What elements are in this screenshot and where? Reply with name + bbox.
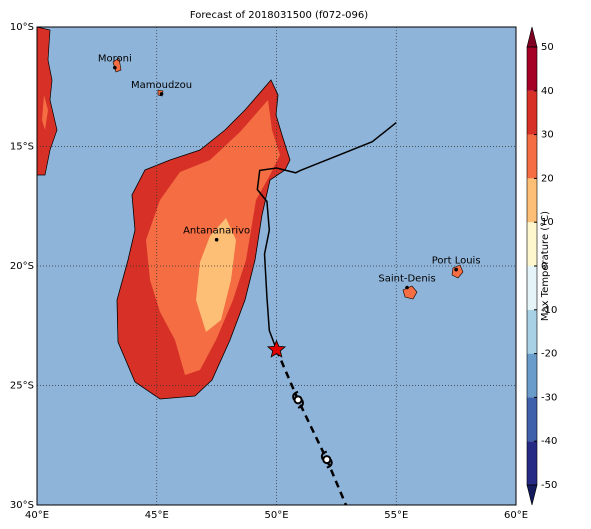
y-tick-label: 15°S xyxy=(10,142,34,153)
current-position xyxy=(266,339,287,358)
colorbar-band xyxy=(527,397,537,442)
colorbar-tick-label: -40 xyxy=(541,436,557,447)
city-marker xyxy=(214,237,219,242)
city-marker xyxy=(405,285,409,290)
storm-symbol xyxy=(320,450,333,469)
africa-coast xyxy=(36,26,58,176)
colorbar-band xyxy=(527,441,537,485)
island xyxy=(402,285,418,300)
colorbar-tick-label: 0 xyxy=(541,261,547,272)
storm-arm xyxy=(320,450,333,469)
colorbar-tick-label: -30 xyxy=(541,392,557,403)
colorbar-tick-label: 40 xyxy=(541,86,554,97)
city-marker xyxy=(159,92,164,96)
y-tick-label: 25°S xyxy=(10,381,34,392)
colorbar-tick-label: 50 xyxy=(541,42,554,53)
colorbar-band xyxy=(527,134,537,179)
colorbar-band xyxy=(527,266,537,310)
x-tick-label: 60°E xyxy=(504,510,528,521)
colorbar-tick-label: -20 xyxy=(541,349,557,360)
city-label: Antananarivo xyxy=(183,226,250,237)
colorbar-extend xyxy=(526,484,538,506)
x-tick-label: 40°E xyxy=(25,510,49,521)
city-label: Port Louis xyxy=(432,256,481,267)
colorbar-tick-label: 30 xyxy=(541,130,554,141)
y-tick-label: 20°S xyxy=(10,261,34,272)
forecast-track xyxy=(275,349,348,506)
land xyxy=(36,26,464,400)
storm-arm xyxy=(292,390,304,409)
colorbar-tick-label: 20 xyxy=(541,173,554,184)
city-label: Mamoudzou xyxy=(131,80,192,91)
city-marker xyxy=(454,267,458,272)
colorbar-tick-label: 10 xyxy=(541,217,554,228)
colorbar-extend xyxy=(526,26,538,48)
city-marker xyxy=(113,65,117,70)
x-tick-label: 55°E xyxy=(384,510,408,521)
storm-symbol xyxy=(292,390,304,409)
observed-track xyxy=(256,122,397,350)
storm-eye xyxy=(322,455,332,465)
y-tick-label: 30°S xyxy=(10,500,34,511)
x-tick-label: 50°E xyxy=(264,510,288,521)
madagascar-zone xyxy=(196,218,236,332)
colorbar-band xyxy=(527,47,537,91)
map-frame xyxy=(36,26,517,506)
x-tick-label: 45°E xyxy=(145,510,169,521)
title: Forecast of 2018031500 (f072-096) xyxy=(190,10,368,21)
colorbar-band xyxy=(527,178,537,223)
colorbar-band xyxy=(527,222,537,266)
city-label: Saint-Denis xyxy=(378,274,435,285)
colorbar-band xyxy=(527,90,537,135)
y-tick-label: 10°S xyxy=(10,22,34,33)
colorbar-band xyxy=(527,353,537,398)
africa-zone xyxy=(42,95,48,130)
colorbar-label: Max Temperature (°C) xyxy=(540,211,551,321)
colorbar-tick-label: -50 xyxy=(541,480,557,491)
city-label: Moroni xyxy=(98,54,132,65)
island xyxy=(451,264,464,279)
colorbar-band xyxy=(527,309,537,354)
colorbar-tick-label: -10 xyxy=(541,305,557,316)
storm-eye xyxy=(293,395,303,405)
